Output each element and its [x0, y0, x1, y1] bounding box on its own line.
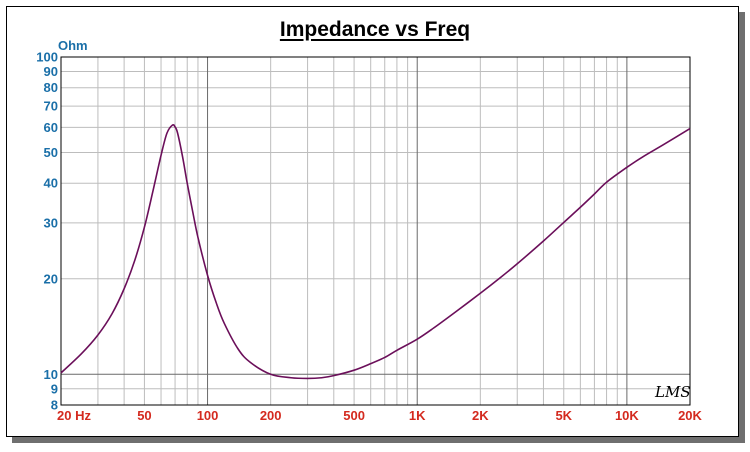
y-tick-label: 30	[44, 215, 58, 230]
series-group	[60, 123, 691, 380]
lms-watermark: LMS	[654, 383, 691, 401]
y-tick-label: 50	[44, 145, 58, 160]
grid-major	[61, 57, 690, 405]
x-tick-label: 20 Hz	[57, 408, 91, 423]
y-tick-label: 8	[51, 398, 58, 413]
x-tick-label: 200	[260, 408, 282, 423]
x-tick-label: 1K	[409, 408, 426, 423]
x-tick-label: 10K	[615, 408, 639, 423]
y-tick-label: 100	[36, 50, 58, 65]
y-tick-label: 9	[51, 381, 58, 396]
y-tick-label: 90	[44, 64, 58, 79]
x-tick-label: 2K	[472, 408, 489, 423]
y-axis-unit-label: Ohm	[58, 38, 88, 53]
y-tick-label: 70	[44, 99, 58, 114]
x-tick-label: 5K	[555, 408, 572, 423]
y-tick-label: 60	[44, 120, 58, 135]
y-tick-label: 20	[44, 271, 58, 286]
grid-minor	[60, 57, 691, 406]
x-tick-label: 50	[137, 408, 151, 423]
x-tick-label: 20K	[678, 408, 702, 423]
plot-area-border	[60, 56, 691, 406]
x-axis-tick-labels: 20 Hz 50 100 200 500 1K 2K 5K 10K 20K	[57, 408, 703, 423]
chart-title: Impedance vs Freq	[279, 18, 471, 41]
impedance-curve	[60, 123, 691, 380]
y-tick-label: 40	[44, 176, 58, 191]
y-tick-label: 80	[44, 80, 58, 95]
x-tick-label: 100	[197, 408, 219, 423]
x-tick-label: 500	[343, 408, 365, 423]
y-tick-label: 10	[44, 367, 58, 382]
